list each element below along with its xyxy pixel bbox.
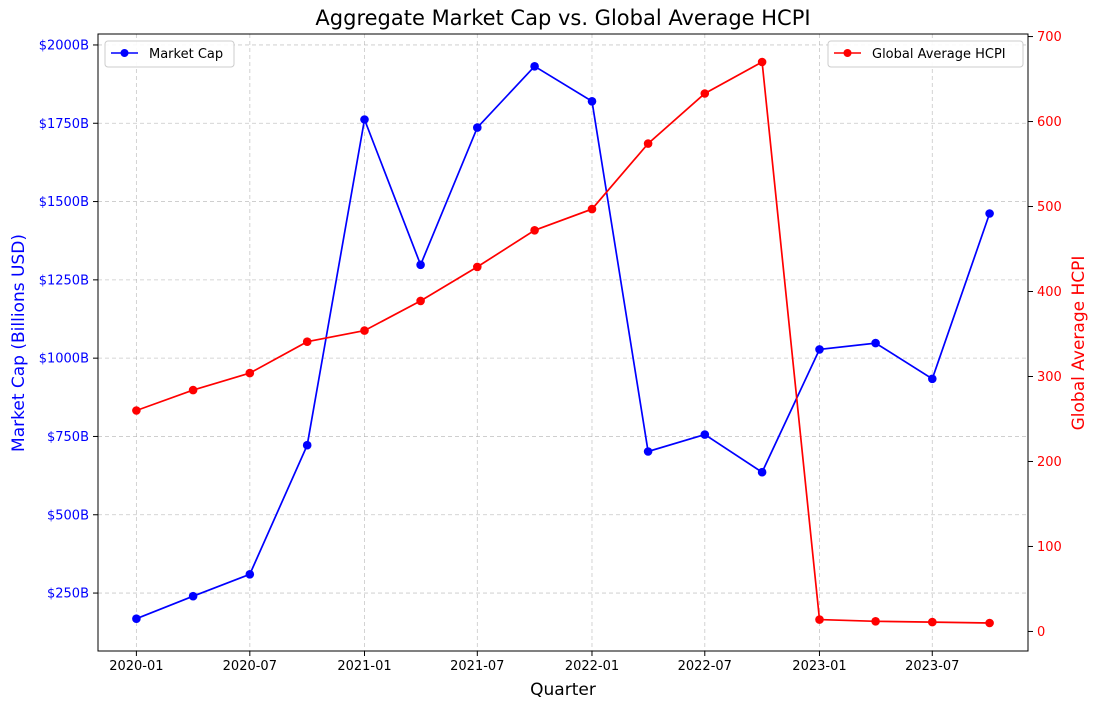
x-axis-label: Quarter (530, 680, 596, 700)
x-tick-label: 2023-01 (792, 659, 846, 674)
right-tick-label: 600 (1037, 115, 1062, 130)
hcpi-point (871, 617, 880, 626)
hcpi-point (132, 406, 141, 415)
market-cap-point (815, 345, 824, 354)
market-cap-point (757, 467, 767, 477)
chart-title: Aggregate Market Cap vs. Global Average … (315, 6, 810, 30)
legend-hcpi: Global Average HCPI (827, 40, 1024, 68)
right-tick-label: 0 (1037, 625, 1045, 640)
market-cap-point (302, 440, 312, 450)
legend-market-cap-box (104, 40, 235, 68)
legend-hcpi-box (827, 40, 1024, 68)
right-tick-label: 400 (1037, 285, 1062, 300)
hcpi-point (530, 226, 539, 235)
legend-hcpi-label: Global Average HCPI (872, 47, 1006, 62)
hcpi-point (985, 618, 994, 628)
hcpi-point (757, 57, 767, 67)
market-cap-point (360, 115, 369, 124)
hcpi-point (473, 262, 482, 272)
right-tick-label: 300 (1037, 370, 1062, 385)
hcpi-point (416, 296, 425, 306)
market-cap-point (587, 97, 597, 106)
left-tick-label: $1500B (39, 195, 89, 210)
market-cap-point (245, 570, 255, 579)
market-cap-point (473, 123, 482, 132)
hcpi-point (928, 617, 937, 627)
hcpi-point (245, 368, 255, 378)
right-tick-label: 500 (1037, 200, 1062, 215)
market-cap-point (188, 591, 198, 601)
left-tick-label: $2000B (39, 38, 89, 53)
legend-hcpi-marker (843, 49, 852, 57)
hcpi-point (700, 89, 710, 98)
right-axis-label: Global Average HCPI (1069, 256, 1089, 431)
right-tick-label: 700 (1037, 30, 1062, 45)
x-tick-label: 2023-07 (905, 659, 959, 674)
series-layer (132, 57, 994, 628)
x-tick-label: 2021-07 (450, 659, 504, 674)
hcpi-point (643, 139, 653, 148)
market-cap-point (643, 447, 653, 456)
x-tick-label: 2021-01 (337, 659, 391, 674)
x-tick-label: 2022-07 (678, 659, 732, 674)
legend-market-cap: Market Cap (104, 40, 235, 68)
market-cap-point (871, 338, 880, 348)
x-tick-label: 2020-01 (109, 659, 163, 674)
left-tick-label: $750B (47, 430, 89, 445)
hcpi-point (302, 337, 312, 347)
left-tick-label: $500B (47, 508, 89, 523)
right-tick-label: 200 (1037, 455, 1062, 470)
market-cap-point (985, 209, 994, 218)
axes: 2020-01 2020-07 2021-01 2021-07 2022-01 2022-… (39, 30, 1062, 674)
hcpi-point (188, 385, 198, 395)
market-cap-point (530, 62, 539, 71)
plot-frame (97, 33, 1029, 652)
legend-market-cap-label: Market Cap (149, 47, 223, 62)
right-tick-label: 100 (1037, 540, 1062, 555)
hcpi-point (815, 615, 824, 624)
hcpi-point (360, 326, 369, 335)
x-tick-label: 2022-01 (565, 659, 619, 674)
market-cap-point (416, 260, 425, 270)
left-tick-label: $1000B (39, 352, 89, 367)
left-tick-label: $1250B (39, 273, 89, 288)
market-cap-point (928, 374, 937, 384)
x-tick-label: 2020-07 (223, 659, 277, 674)
left-axis-label: Market Cap (Billions USD) (9, 234, 29, 452)
hcpi-line (136, 60, 990, 624)
market-cap-line (136, 65, 991, 620)
grid-lines (98, 34, 1028, 651)
left-tick-label: $250B (47, 587, 89, 602)
market-cap-point (700, 430, 710, 439)
hcpi-point (587, 204, 597, 214)
left-tick-label: $1750B (39, 117, 89, 132)
market-cap-point (132, 614, 141, 623)
legend-market-cap-marker (120, 49, 129, 57)
